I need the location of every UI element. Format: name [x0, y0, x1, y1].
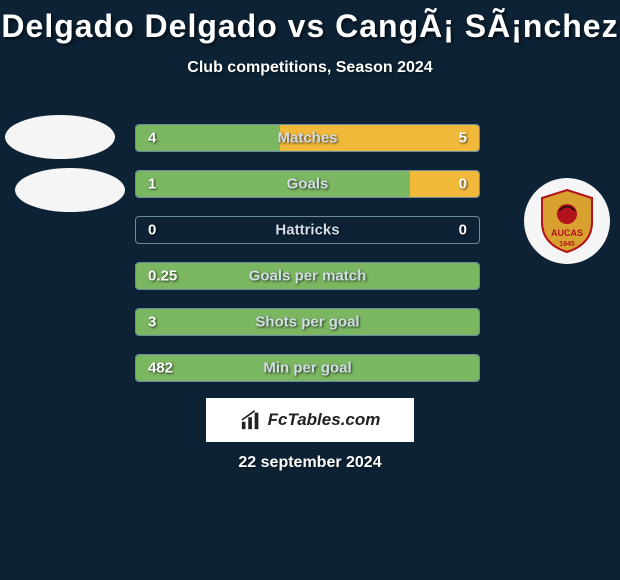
bar-mpg: 482 Min per goal [135, 354, 480, 382]
bar-hattricks: 0 Hattricks 0 [135, 216, 480, 244]
bar-value-left: 0.25 [148, 268, 177, 285]
bar-value-left: 0 [148, 222, 156, 239]
right-crest: AUCAS 1945 [524, 178, 610, 264]
shield-name: AUCAS [551, 228, 583, 238]
bar-value-right: 0 [459, 176, 467, 193]
date-text: 22 september 2024 [238, 454, 381, 472]
aucas-shield-icon: AUCAS 1945 [537, 188, 597, 254]
bar-value-left: 482 [148, 360, 173, 377]
bar-label: Goals [287, 176, 329, 193]
shield-year: 1945 [559, 241, 575, 248]
stats-bars: 4 Matches 5 1 Goals 0 0 Hattricks 0 0.25… [135, 124, 480, 400]
bar-label: Shots per goal [255, 314, 359, 331]
page-title: Delgado Delgado vs CangÃ¡ SÃ¡nchez [0, 0, 620, 45]
bar-value-left: 1 [148, 176, 156, 193]
brand-text: FcTables.com [268, 410, 381, 430]
bar-value-left: 3 [148, 314, 156, 331]
bar-label: Hattricks [275, 222, 339, 239]
bar-label: Matches [277, 130, 337, 147]
bar-matches: 4 Matches 5 [135, 124, 480, 152]
left-crest-1 [5, 115, 115, 159]
bar-label: Min per goal [263, 360, 351, 377]
left-crest-2 [15, 168, 125, 212]
chart-icon [240, 409, 262, 431]
bar-label: Goals per match [249, 268, 367, 285]
bar-left-fill [136, 171, 410, 197]
bar-goals: 1 Goals 0 [135, 170, 480, 198]
bar-value-right: 0 [459, 222, 467, 239]
brand-box: FcTables.com [206, 398, 414, 442]
bar-spg: 3 Shots per goal [135, 308, 480, 336]
bar-value-right: 5 [459, 130, 467, 147]
bar-right-fill [410, 171, 479, 197]
subtitle: Club competitions, Season 2024 [0, 59, 620, 77]
bar-value-left: 4 [148, 130, 156, 147]
bar-gpm: 0.25 Goals per match [135, 262, 480, 290]
bar-left-fill [136, 125, 280, 151]
